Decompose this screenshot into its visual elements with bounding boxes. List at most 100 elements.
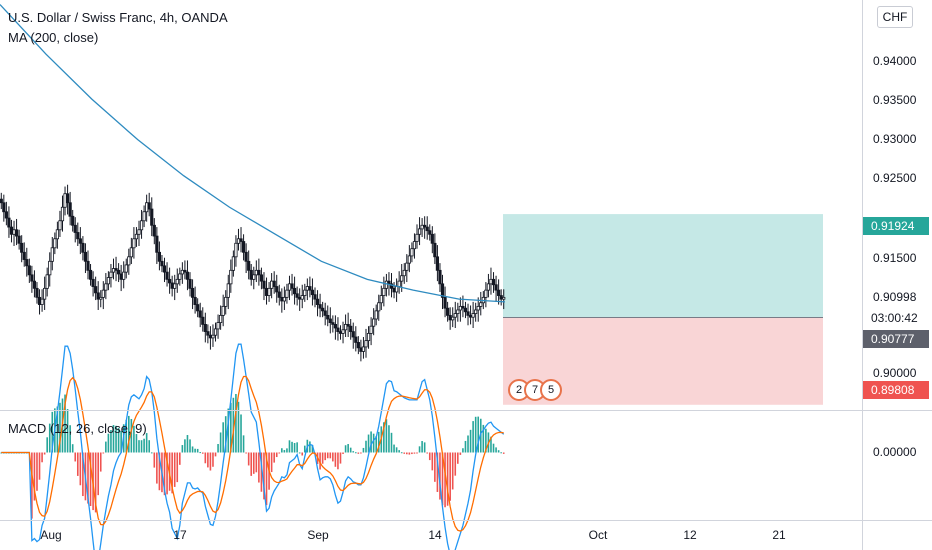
candle-body	[239, 238, 243, 242]
candle-body	[443, 296, 447, 309]
pane-separator[interactable]	[0, 410, 932, 411]
macd-histogram-bar	[275, 452, 278, 458]
macd-histogram-bar	[298, 452, 301, 454]
macd-histogram-bar	[444, 452, 446, 508]
candle-body	[201, 316, 205, 325]
candle-body	[178, 273, 182, 280]
candle-body	[451, 316, 455, 321]
macd-histogram-bar	[286, 448, 288, 453]
candle-body	[387, 280, 391, 285]
candle-body	[160, 260, 164, 267]
macd-histogram-bar	[329, 452, 332, 459]
macd-histogram-bar	[207, 452, 209, 468]
macd-histogram-bar	[428, 452, 431, 461]
candle-body	[9, 226, 14, 235]
candle-body	[122, 271, 126, 280]
chart-area[interactable]: U.S. Dollar / Swiss Franc, 4h, OANDA MA …	[0, 0, 862, 550]
price-axis[interactable]: CHF 0.94000 0.93500 0.93000 0.92500 0.91…	[862, 0, 932, 550]
date-label: 14	[428, 528, 442, 542]
candle-body	[50, 247, 54, 262]
macd-histogram-bar	[133, 425, 135, 453]
macd-histogram-bar	[293, 442, 296, 453]
candle-body	[132, 238, 136, 249]
price-tick: 0.94000	[873, 54, 917, 68]
macd-histogram-bar	[497, 450, 500, 453]
event-marker[interactable]: 5	[540, 379, 562, 401]
macd-legend[interactable]: MACD (12, 26, close, 9)	[8, 421, 147, 436]
candle-body	[106, 277, 110, 285]
candle-body	[127, 256, 131, 266]
macd-histogram-bar	[156, 452, 158, 484]
macd-histogram-bar	[434, 452, 436, 482]
profit-zone	[503, 214, 823, 318]
candle-body	[7, 217, 11, 228]
candle-body	[295, 293, 299, 298]
bar-countdown: 03:00:42	[871, 311, 918, 325]
symbol-title[interactable]: U.S. Dollar / Swiss Franc, 4h, OANDA	[8, 10, 228, 25]
candle-body	[300, 295, 304, 300]
candle-body	[40, 298, 44, 305]
candle-body	[68, 202, 72, 217]
macd-histogram-bar	[33, 452, 36, 501]
macd-histogram-bar	[99, 452, 102, 472]
macd-histogram-bar	[82, 452, 84, 497]
candle-body	[152, 224, 156, 237]
economic-events[interactable]: 2 7 5	[508, 379, 570, 409]
macd-histogram-bar	[179, 452, 181, 465]
chart-canvas[interactable]	[0, 0, 862, 550]
candle-body	[438, 269, 442, 285]
macd-histogram-bar	[56, 406, 59, 453]
macd-histogram-bar	[255, 452, 258, 473]
candle-body	[423, 224, 427, 228]
macd-histogram-bar	[337, 452, 339, 470]
macd-histogram-bar	[383, 422, 385, 453]
candle-body	[341, 329, 345, 334]
macd-histogram-bar	[196, 448, 199, 453]
macd-histogram-bar	[449, 452, 451, 501]
candle-body	[392, 287, 396, 293]
candle-body	[333, 323, 337, 329]
candle-body	[124, 264, 128, 273]
candle-body	[468, 314, 473, 318]
candle-body	[229, 269, 233, 285]
macd-histogram-bar	[194, 448, 196, 453]
candle-body	[83, 251, 88, 262]
macd-histogram-bar	[311, 444, 314, 453]
candle-body	[173, 283, 177, 289]
candle-body	[213, 328, 218, 336]
candle-body	[196, 304, 200, 312]
macd-histogram-bar	[464, 440, 467, 453]
macd-histogram-bar	[454, 452, 457, 476]
candle-body	[315, 298, 320, 305]
macd-histogram-bar	[474, 416, 477, 453]
ma-legend[interactable]: MA (200, close)	[8, 30, 99, 45]
macd-histogram-bar	[439, 452, 441, 500]
macd-histogram-bar	[212, 452, 214, 467]
macd-histogram-bar	[120, 431, 122, 453]
macd-histogram-bar	[372, 433, 375, 453]
macd-histogram-bar	[48, 423, 51, 453]
candle-body	[234, 242, 238, 258]
candle-body	[168, 278, 172, 284]
candle-body	[78, 238, 82, 244]
macd-histogram-bar	[411, 452, 413, 455]
macd-histogram-bar	[281, 448, 283, 453]
candle-body	[397, 280, 401, 287]
entry-price-tag: 0.90777	[863, 330, 929, 348]
candle-body	[25, 259, 29, 267]
macd-histogram-bar	[191, 446, 194, 453]
macd-histogram-bar	[354, 452, 357, 454]
candle-body	[206, 331, 210, 336]
macd-histogram-bar	[390, 432, 393, 453]
price-tick: 0.92500	[873, 171, 917, 185]
macd-histogram-bar	[321, 452, 324, 464]
candle-body	[308, 286, 312, 291]
macd-histogram-bar	[258, 452, 260, 483]
currency-button[interactable]: CHF	[877, 6, 913, 28]
macd-histogram-bar	[158, 452, 161, 491]
macd-histogram-bar	[270, 452, 273, 473]
macd-histogram-bar	[296, 442, 298, 453]
candle-body	[0, 198, 3, 204]
macd-histogram-bar	[303, 445, 306, 453]
macd-histogram-bar	[176, 452, 179, 483]
